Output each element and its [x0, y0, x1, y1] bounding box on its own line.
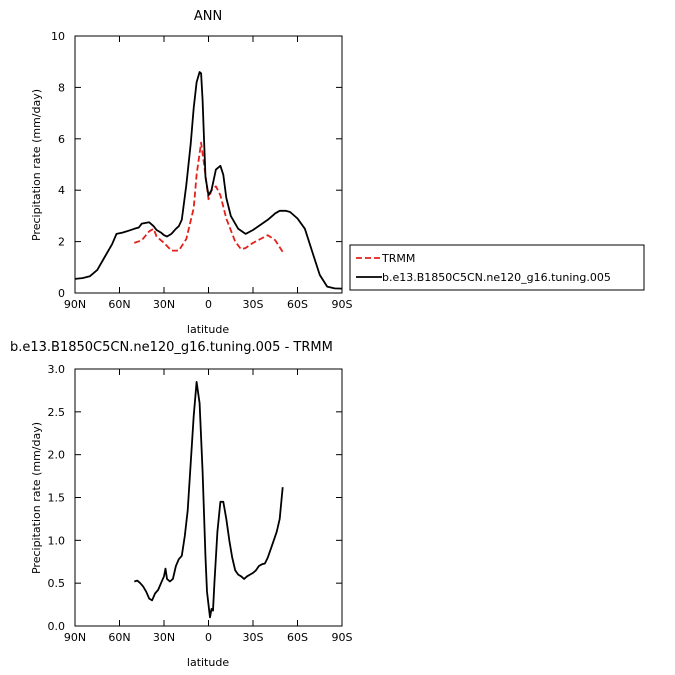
x-tick-label: 90S — [332, 298, 353, 311]
panel-annual-precip: ANN 90N 60N 30N 0 30S 60S 90S 0 2 4 6 8 10 latitude… — [30, 9, 645, 336]
x-tick-label: 60S — [287, 631, 308, 644]
y-tick-label: 2.5 — [48, 406, 66, 419]
legend-label-model: b.e13.B1850C5CN.ne120_g16.tuning.005 — [382, 271, 611, 284]
series-lines — [74, 71, 343, 290]
panel-difference: b.e13.B1850C5CN.ne120_g16.tuning.005 - T… — [10, 340, 353, 669]
x-tick-label: 30S — [243, 298, 264, 311]
series-line-trmm — [134, 141, 284, 253]
x-tick-label: 60S — [287, 298, 308, 311]
x-tick-label: 0 — [205, 631, 212, 644]
y-tick-label: 2.0 — [48, 449, 66, 462]
x-tick-label: 60N — [108, 298, 130, 311]
y-tick-label: 8 — [58, 81, 65, 94]
x-tick-label: 90N — [64, 298, 86, 311]
y-ticks: 0.0 0.5 1.0 1.5 2.0 2.5 3.0 — [48, 363, 342, 633]
plot-frame — [74, 368, 343, 627]
x-tick-label: 0 — [205, 298, 212, 311]
legend-label-trmm: TRMM — [381, 252, 415, 265]
y-tick-label: 1.5 — [48, 492, 66, 505]
x-ticks: 90N 60N 30N 0 30S 60S 90S — [64, 36, 353, 311]
series-line-difference — [134, 380, 284, 619]
x-tick-label: 90S — [332, 631, 353, 644]
y-tick-label: 6 — [58, 133, 65, 146]
x-tick-label: 30S — [243, 631, 264, 644]
y-tick-label: 3.0 — [48, 363, 66, 376]
series-lines — [134, 380, 284, 619]
y-ticks: 0 2 4 6 8 10 — [51, 30, 342, 300]
legend-box — [349, 244, 645, 291]
x-axis-label: latitude — [187, 656, 229, 669]
y-axis-label: Precipitation rate (mm/day) — [30, 422, 43, 574]
y-tick-label: 0.5 — [48, 577, 66, 590]
y-tick-label: 1.0 — [48, 534, 66, 547]
x-ticks: 90N 60N 30N 0 30S 60S 90S — [64, 369, 353, 644]
y-tick-label: 4 — [58, 184, 65, 197]
chart-title: b.e13.B1850C5CN.ne120_g16.tuning.005 - T… — [10, 340, 333, 355]
y-tick-label: 0 — [58, 287, 65, 300]
x-axis-label: latitude — [187, 323, 229, 336]
series-line-model — [74, 71, 343, 290]
y-tick-label: 10 — [51, 30, 65, 43]
x-tick-label: 30N — [153, 298, 175, 311]
x-tick-label: 90N — [64, 631, 86, 644]
legend: TRMM b.e13.B1850C5CN.ne120_g16.tuning.00… — [349, 244, 645, 291]
y-tick-label: 0.0 — [48, 620, 66, 633]
x-tick-label: 30N — [153, 631, 175, 644]
plot-frame — [74, 35, 343, 294]
y-axis-label: Precipitation rate (mm/day) — [30, 89, 43, 241]
chart-title: ANN — [194, 9, 222, 24]
y-tick-label: 2 — [58, 236, 65, 249]
x-tick-label: 60N — [108, 631, 130, 644]
